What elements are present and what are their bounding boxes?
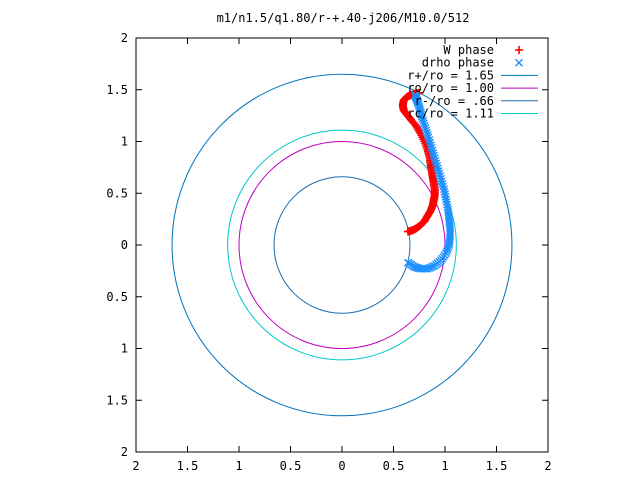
legend-label: rc/ro = 1.11 bbox=[407, 107, 494, 121]
legend-label: r-/ro = .66 bbox=[415, 94, 494, 108]
data-point bbox=[515, 46, 523, 54]
data-point bbox=[436, 172, 445, 181]
data-point bbox=[438, 179, 447, 188]
data-point bbox=[424, 133, 433, 142]
x-tick-label: 1 bbox=[235, 459, 242, 473]
data-series bbox=[398, 88, 455, 273]
legend-label: W phase bbox=[443, 43, 494, 57]
x-tick-label: 2 bbox=[132, 459, 139, 473]
legend-label: ro/ro = 1.00 bbox=[407, 81, 494, 95]
circle-series bbox=[171, 73, 513, 417]
y-tick-label: 1.5 bbox=[106, 393, 128, 407]
y-tick-label: 2 bbox=[121, 31, 128, 45]
data-point bbox=[421, 124, 430, 133]
data-point bbox=[425, 135, 434, 144]
chart-title: m1/n1.5/q1.80/r-+.40-j206/M10.0/512 bbox=[217, 11, 470, 25]
data-point bbox=[426, 138, 435, 147]
data-point bbox=[419, 119, 428, 128]
y-tick-label: 0.5 bbox=[106, 290, 128, 304]
x-tick-label: 0.5 bbox=[280, 459, 302, 473]
data-point bbox=[422, 128, 431, 137]
y-tick-label: 0 bbox=[121, 238, 128, 252]
data-point bbox=[436, 174, 445, 183]
data-point bbox=[442, 247, 451, 256]
data-point bbox=[439, 185, 448, 194]
data-point bbox=[427, 143, 436, 152]
data-point bbox=[422, 126, 431, 135]
data-point bbox=[423, 131, 432, 140]
reference-circles bbox=[171, 73, 513, 417]
legend-label: r+/ro = 1.65 bbox=[407, 68, 494, 82]
data-point bbox=[515, 58, 523, 67]
y-tick-label: 1 bbox=[121, 342, 128, 356]
data-point bbox=[442, 249, 451, 258]
y-tick-label: 0.5 bbox=[106, 186, 128, 200]
data-point bbox=[419, 117, 428, 126]
x-tick-label: 0.5 bbox=[383, 459, 405, 473]
x-tick-label: 1 bbox=[441, 459, 448, 473]
circle-series bbox=[273, 176, 411, 314]
data-point bbox=[437, 177, 446, 186]
series-drho-phase bbox=[403, 90, 455, 273]
data-point bbox=[426, 141, 435, 150]
circle-series bbox=[227, 129, 457, 361]
data-point bbox=[443, 245, 452, 254]
y-tick-label: 1.5 bbox=[106, 83, 128, 97]
data-point bbox=[434, 167, 443, 175]
data-point bbox=[430, 154, 439, 163]
data-point bbox=[433, 161, 442, 170]
data-point bbox=[432, 159, 441, 168]
data-point bbox=[420, 121, 429, 130]
data-point bbox=[428, 146, 437, 155]
data-point bbox=[439, 182, 448, 191]
data-point bbox=[429, 151, 438, 160]
data-point bbox=[435, 169, 444, 178]
y-tick-label: 2 bbox=[121, 445, 128, 459]
x-tick-label: 2 bbox=[544, 459, 551, 473]
x-tick-label: 1.5 bbox=[177, 459, 199, 473]
data-point bbox=[431, 156, 440, 165]
y-tick-label: 1 bbox=[121, 135, 128, 149]
data-point bbox=[429, 148, 438, 157]
legend-label: drho phase bbox=[422, 56, 494, 70]
data-point bbox=[433, 164, 442, 173]
axis-ticks: 2 1.5 1 0.5 0 0.5 1 1.5 221.510.500.511.52 bbox=[106, 31, 551, 473]
circle-series bbox=[238, 141, 446, 349]
data-point bbox=[411, 90, 420, 99]
x-tick-label: 0 bbox=[338, 459, 345, 473]
x-tick-label: 1.5 bbox=[486, 459, 508, 473]
